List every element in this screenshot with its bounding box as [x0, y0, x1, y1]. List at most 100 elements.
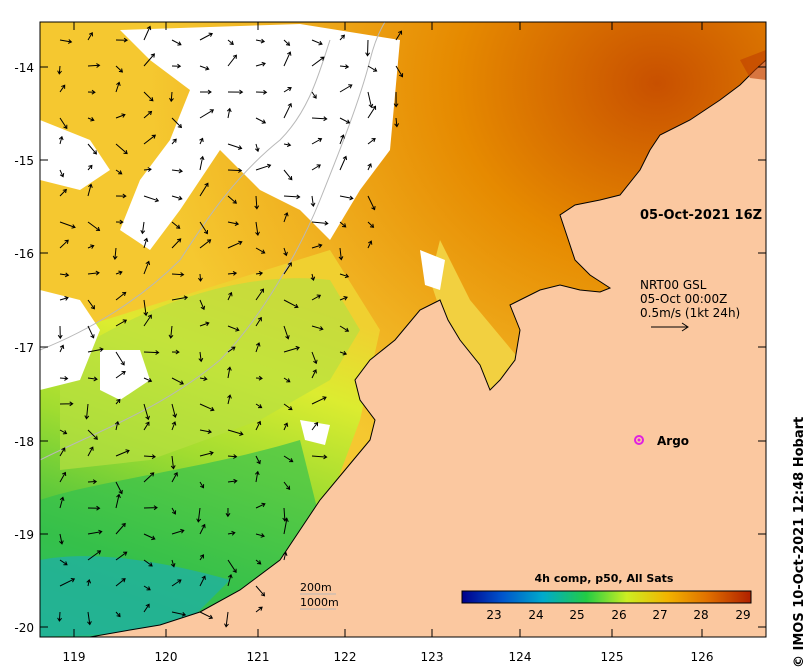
current-vector-arrow [311, 137, 323, 145]
current-vector-arrow [115, 351, 125, 366]
current-vector-arrow [227, 195, 237, 204]
current-vector-arrow [199, 109, 215, 119]
current-vector-arrow [227, 559, 237, 574]
current-vector-arrow [59, 376, 69, 381]
y-tick-label: -14 [14, 61, 34, 75]
current-legend-source: NRT00 GSL [640, 278, 707, 292]
current-vector-arrow [367, 240, 373, 249]
current-vector-arrow [143, 377, 153, 383]
current-vector-arrow [59, 471, 67, 483]
current-vector-arrow [365, 39, 371, 57]
current-vector-arrow [169, 91, 174, 103]
current-vector-arrow [115, 578, 126, 587]
current-vector-arrow [115, 551, 128, 561]
current-vector-arrow [339, 296, 348, 301]
current-vector-arrow [115, 113, 126, 119]
current-vector-arrow [59, 447, 66, 457]
current-vector-arrow [224, 611, 229, 628]
colorbar-tick: 23 [486, 608, 501, 622]
current-vector-arrow [171, 421, 177, 431]
current-vector-arrow [311, 325, 324, 331]
current-vector-arrow [143, 421, 150, 431]
current-vector-arrow [86, 579, 92, 587]
current-vector-arrow [311, 243, 323, 249]
current-vector-arrow [255, 221, 260, 236]
sst-colorbar: 4h comp, p50, All Sats 23 24 25 26 27 28… [461, 572, 752, 622]
current-vector-arrow [311, 351, 318, 365]
y-axis-labels: -14 -15 -16 -17 -18 -19 -20 [14, 61, 34, 635]
current-vector-arrow [227, 271, 238, 276]
current-vector-arrow [311, 116, 328, 122]
current-vector-arrow [59, 239, 69, 249]
current-vector-arrow [59, 429, 68, 435]
current-vector-arrow [199, 239, 212, 249]
current-vector-arrow [255, 247, 266, 254]
current-vector-arrow [199, 523, 206, 535]
current-vector-arrow [115, 522, 126, 535]
current-vector-arrow [367, 195, 376, 211]
current-vector-arrow [199, 481, 205, 489]
current-vector-arrow [115, 65, 124, 73]
current-vector-arrow [339, 117, 351, 124]
current-vector-arrow [255, 288, 265, 301]
current-vector-arrow [59, 188, 67, 197]
current-vector-arrow [339, 325, 350, 332]
current-vector-arrow [226, 107, 232, 119]
current-vector-arrow [311, 56, 325, 67]
current-vector-arrow [255, 606, 263, 613]
current-vector-arrow [87, 221, 101, 232]
current-vector-arrow [255, 455, 261, 465]
current-vector-arrow [227, 530, 236, 536]
current-vector-arrow [87, 479, 98, 485]
colorbar-tick: 29 [735, 608, 750, 622]
current-vector-arrow [87, 63, 101, 68]
current-vector-arrow [59, 344, 65, 353]
current-vector-arrow [87, 89, 96, 95]
colorbar-tick: 24 [528, 608, 543, 622]
current-vector-arrow [311, 91, 317, 99]
current-vector-arrow [227, 240, 243, 249]
current-legend-scale: 0.5m/s (1kt 24h) [640, 306, 740, 320]
current-vector-arrow [143, 134, 157, 145]
y-tick-label: -18 [14, 435, 34, 449]
current-vector-arrow [143, 603, 150, 613]
current-vector-arrow [115, 611, 121, 618]
current-vector-arrow [227, 291, 233, 301]
current-vector-arrow [87, 164, 93, 171]
current-vector-arrow [59, 533, 64, 545]
current-vector-arrow [283, 262, 292, 275]
current-vector-arrow [254, 195, 260, 210]
cloud-mask [40, 24, 445, 445]
current-vector-arrow [115, 291, 127, 301]
current-vector-arrow [311, 294, 322, 301]
current-vector-arrow [87, 505, 101, 511]
current-vector-arrow [311, 369, 317, 379]
current-vector-arrow [143, 91, 154, 102]
current-vector-arrow [395, 65, 404, 78]
current-vector-arrow [143, 299, 149, 317]
current-vector-arrow [199, 450, 214, 457]
argo-float-marker [634, 435, 644, 445]
current-vector-arrow [255, 316, 262, 327]
current-vector-arrow [57, 65, 62, 75]
current-vector-arrow [171, 611, 187, 617]
current-vector-arrow [339, 195, 354, 201]
current-vector-arrow [59, 169, 65, 178]
current-vector-arrow [171, 39, 182, 46]
current-vector-arrow [171, 117, 183, 129]
current-vector-arrow [143, 260, 151, 275]
current-vector-arrow [87, 270, 100, 276]
current-vector-arrow [87, 611, 92, 626]
current-vector-arrow [171, 349, 180, 355]
current-vector-arrow [171, 377, 184, 385]
current-vector-arrow [199, 32, 213, 41]
current-vector-arrow [59, 117, 68, 130]
x-tick-label: 125 [601, 650, 624, 664]
current-vector-arrow [283, 212, 289, 223]
current-vector-arrow [198, 273, 203, 282]
y-tick-label: -15 [14, 154, 34, 168]
current-vector-arrow [227, 143, 243, 150]
current-vector-arrow [87, 32, 93, 41]
current-vector-arrow [283, 345, 300, 353]
current-legend: NRT00 GSL 05-Oct 00:00Z 0.5m/s (1kt 24h) [640, 278, 740, 332]
